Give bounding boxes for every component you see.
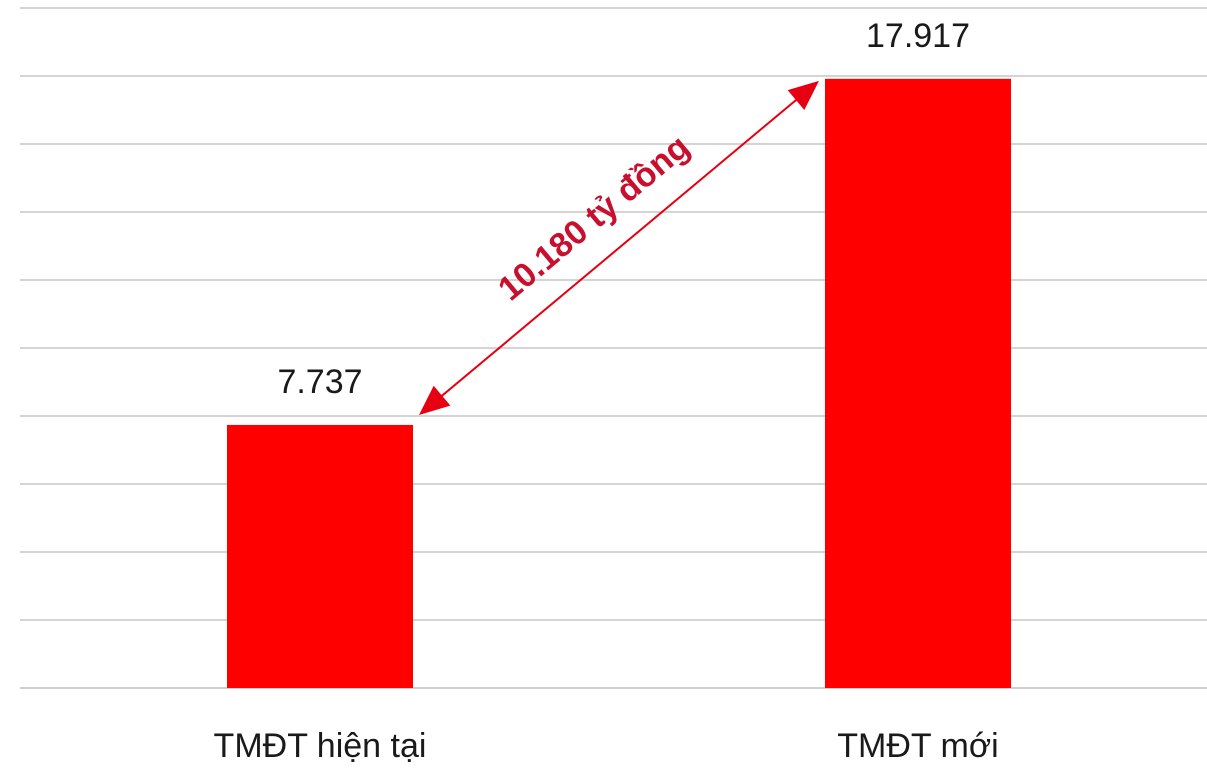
data-label: 7.737	[277, 363, 362, 401]
bar	[227, 424, 413, 688]
bar	[825, 78, 1011, 688]
arrowhead-end	[787, 80, 819, 111]
gridlines	[20, 7, 1207, 689]
category-label: TMĐT hiện tại	[214, 727, 427, 765]
data-label: 17.917	[866, 17, 970, 55]
category-label: TMĐT mới	[837, 727, 998, 765]
bars	[227, 78, 1011, 688]
arrowhead-start	[419, 385, 451, 415]
labels: 7.737 TMĐT hiện tại 17.917 TMĐT mới	[214, 17, 999, 765]
annotation-label: 10.180 tỷ đồng	[491, 128, 697, 309]
difference-annotation: 10.180 tỷ đồng	[419, 80, 819, 415]
arrow-line	[436, 95, 802, 401]
